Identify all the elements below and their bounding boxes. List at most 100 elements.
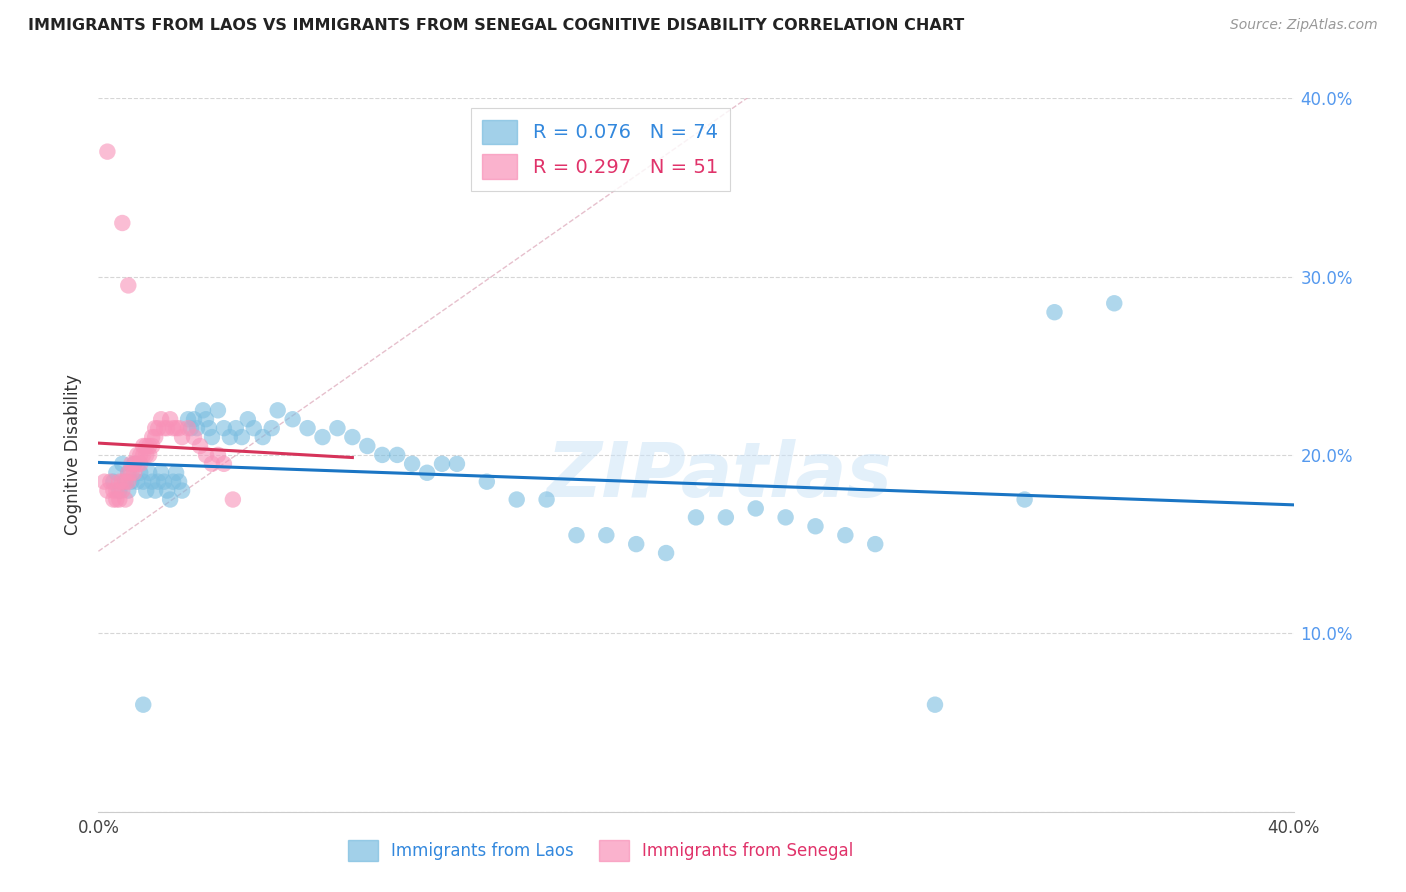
Point: [243, 421, 266, 435]
Point: [100, 475, 122, 489]
Point: [186, 421, 208, 435]
Point: [714, 510, 737, 524]
Point: [117, 475, 139, 489]
Point: [108, 492, 131, 507]
Point: [225, 421, 247, 435]
Point: [143, 430, 166, 444]
Point: [143, 483, 166, 498]
Point: [924, 698, 946, 712]
Point: [834, 528, 856, 542]
Point: [416, 466, 439, 480]
Point: [165, 466, 187, 480]
Point: [297, 421, 319, 435]
Point: [281, 412, 304, 426]
Point: [124, 457, 146, 471]
Point: [159, 412, 181, 426]
Point: [201, 457, 224, 471]
Point: [177, 412, 200, 426]
Point: [267, 403, 290, 417]
Point: [401, 457, 423, 471]
Point: [207, 403, 229, 417]
Point: [138, 439, 160, 453]
Point: [141, 475, 163, 489]
Point: [120, 466, 142, 480]
Point: [162, 421, 184, 435]
Point: [105, 483, 128, 498]
Point: [114, 475, 136, 489]
Point: [141, 439, 163, 453]
Point: [252, 430, 274, 444]
Point: [117, 466, 139, 480]
Point: [148, 421, 170, 435]
Point: [745, 501, 768, 516]
Point: [188, 439, 211, 453]
Point: [506, 492, 529, 507]
Point: [105, 466, 128, 480]
Point: [311, 430, 333, 444]
Point: [167, 421, 190, 435]
Point: [371, 448, 394, 462]
Point: [212, 457, 235, 471]
Point: [231, 430, 253, 444]
Point: [114, 492, 136, 507]
Point: [1104, 296, 1126, 310]
Point: [446, 457, 468, 471]
Point: [138, 448, 160, 462]
Point: [191, 403, 214, 417]
Point: [120, 475, 142, 489]
Text: IMMIGRANTS FROM LAOS VS IMMIGRANTS FROM SENEGAL COGNITIVE DISABILITY CORRELATION: IMMIGRANTS FROM LAOS VS IMMIGRANTS FROM …: [28, 18, 965, 33]
Y-axis label: Cognitive Disability: Cognitive Disability: [65, 375, 83, 535]
Point: [536, 492, 558, 507]
Point: [626, 537, 648, 551]
Point: [148, 475, 170, 489]
Point: [655, 546, 678, 560]
Point: [804, 519, 827, 533]
Point: [103, 492, 125, 507]
Point: [111, 475, 134, 489]
Point: [183, 430, 205, 444]
Point: [236, 412, 259, 426]
Point: [127, 457, 149, 471]
Point: [150, 412, 173, 426]
Point: [150, 466, 173, 480]
Point: [129, 448, 152, 462]
Point: [1043, 305, 1066, 319]
Point: [172, 430, 194, 444]
Point: [132, 448, 155, 462]
Point: [114, 475, 136, 489]
Point: [138, 466, 160, 480]
Point: [135, 483, 157, 498]
Point: [156, 483, 179, 498]
Point: [565, 528, 588, 542]
Point: [111, 216, 134, 230]
Point: [127, 475, 149, 489]
Point: [167, 475, 190, 489]
Text: ZIPatlas: ZIPatlas: [547, 440, 893, 513]
Point: [1014, 492, 1036, 507]
Text: Source: ZipAtlas.com: Source: ZipAtlas.com: [1230, 18, 1378, 32]
Point: [385, 448, 409, 462]
Point: [156, 421, 179, 435]
Point: [201, 430, 224, 444]
Point: [108, 475, 131, 489]
Point: [326, 421, 349, 435]
Point: [165, 421, 187, 435]
Point: [195, 412, 218, 426]
Point: [127, 448, 149, 462]
Point: [219, 430, 242, 444]
Point: [120, 457, 142, 471]
Point: [132, 698, 155, 712]
Point: [260, 421, 283, 435]
Point: [143, 421, 166, 435]
Point: [183, 412, 205, 426]
Point: [595, 528, 617, 542]
Point: [111, 457, 134, 471]
Point: [105, 492, 128, 507]
Point: [356, 439, 378, 453]
Point: [172, 483, 194, 498]
Point: [129, 457, 152, 471]
Point: [475, 475, 498, 489]
Point: [212, 421, 235, 435]
Point: [177, 421, 200, 435]
Point: [135, 439, 157, 453]
